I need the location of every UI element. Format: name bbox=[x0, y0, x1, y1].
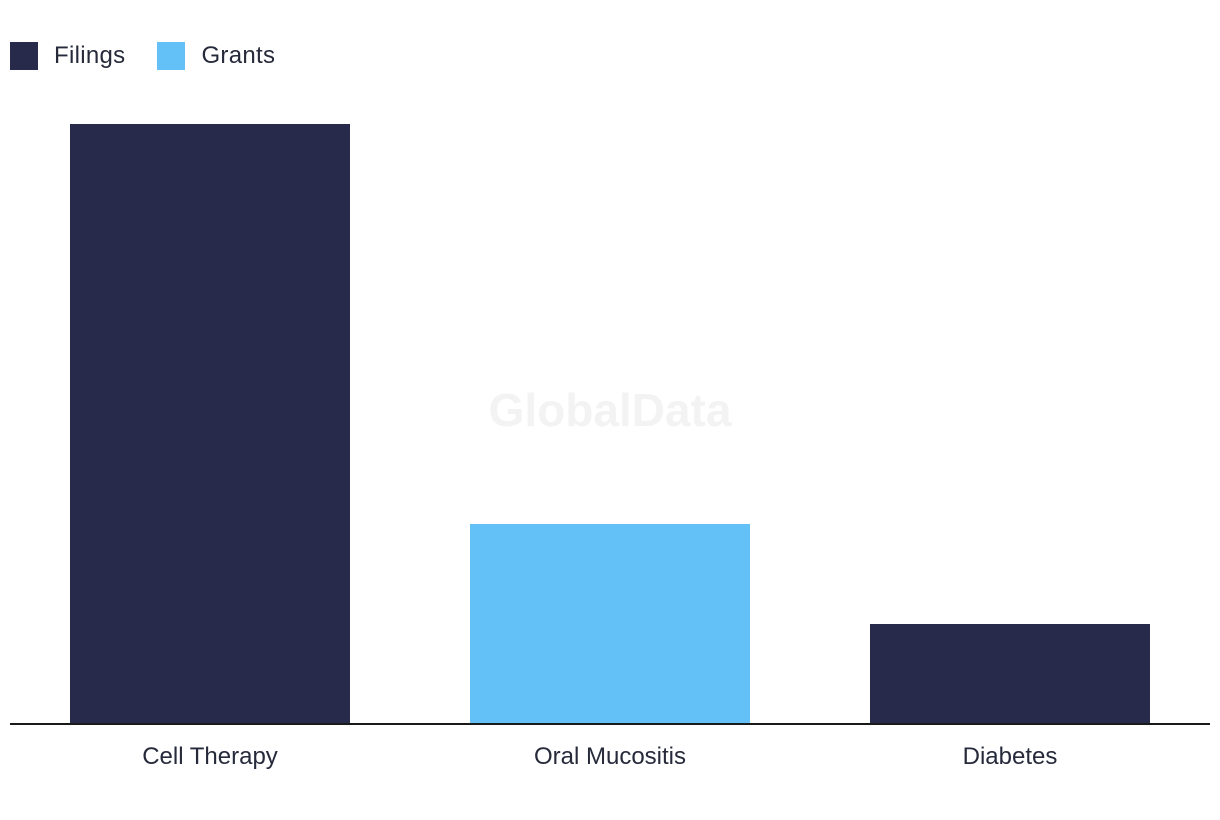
watermark-text: GlobalData bbox=[489, 384, 732, 436]
legend-label-filings: Filings bbox=[54, 42, 126, 69]
bars-group bbox=[70, 124, 1150, 724]
bar-diabetes bbox=[870, 624, 1150, 724]
legend-item-grants: Grants bbox=[157, 42, 275, 70]
x-tick-label-diabetes: Diabetes bbox=[963, 743, 1058, 770]
x-tick-label-oral-mucositis: Oral Mucositis bbox=[534, 743, 686, 770]
chart-legend: Filings Grants bbox=[10, 42, 307, 70]
bar-cell-therapy bbox=[70, 124, 350, 724]
x-tick-label-cell-therapy: Cell Therapy bbox=[142, 743, 278, 770]
legend-label-grants: Grants bbox=[201, 42, 276, 69]
legend-item-filings: Filings bbox=[10, 42, 125, 70]
x-tick-labels: Cell Therapy Oral Mucositis Diabetes bbox=[142, 743, 1057, 770]
bar-oral-mucositis bbox=[470, 524, 750, 724]
legend-swatch-grants bbox=[157, 42, 186, 70]
legend-swatch-filings bbox=[10, 42, 38, 70]
